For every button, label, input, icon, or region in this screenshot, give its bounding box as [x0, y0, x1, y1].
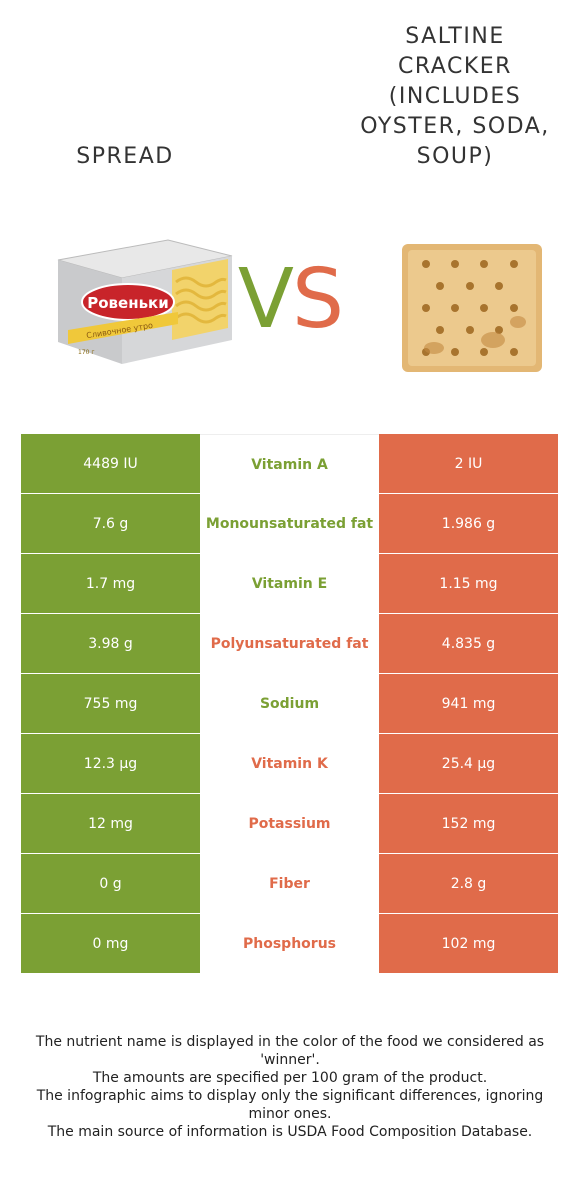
- table-row: 3.98 g Polyunsaturated fat 4.835 g: [21, 614, 558, 674]
- table-row: 12.3 µg Vitamin K 25.4 µg: [21, 734, 558, 794]
- right-value: 4.835 g: [379, 614, 558, 673]
- food-title-left: SPREAD: [76, 144, 174, 169]
- left-value: 0 mg: [21, 914, 200, 973]
- table-row: 1.7 mg Vitamin E 1.15 mg: [21, 554, 558, 614]
- left-value: 3.98 g: [21, 614, 200, 673]
- nutrient-name: Fiber: [200, 854, 379, 913]
- nutrient-name: Vitamin K: [200, 734, 379, 793]
- nutrient-name: Vitamin E: [200, 554, 379, 613]
- nutrient-name: Vitamin A: [200, 434, 379, 494]
- footer-note: The infographic aims to display only the…: [36, 1088, 544, 1122]
- table-row: 0 mg Phosphorus 102 mg: [21, 914, 558, 974]
- table-row: 755 mg Sodium 941 mg: [21, 674, 558, 734]
- nutrient-name: Sodium: [200, 674, 379, 733]
- food-title-right: SALTINE CRACKER (INCLUDES OYSTER, SODA, …: [360, 24, 550, 169]
- right-value: 941 mg: [379, 674, 558, 733]
- footer-note: The amounts are specified per 100 gram o…: [92, 1070, 488, 1086]
- nutrient-name: Monounsaturated fat: [200, 494, 379, 553]
- right-value: 152 mg: [379, 794, 558, 853]
- table-row: 7.6 g Monounsaturated fat 1.986 g: [21, 494, 558, 554]
- footer-note: The main source of information is USDA F…: [47, 1124, 533, 1140]
- left-value: 7.6 g: [21, 494, 200, 553]
- right-value: 2.8 g: [379, 854, 558, 913]
- table-row: 0 g Fiber 2.8 g: [21, 854, 558, 914]
- nutrient-name: Potassium: [200, 794, 379, 853]
- footer-notes: The nutrient name is displayed in the co…: [20, 1033, 560, 1141]
- left-value: 12.3 µg: [21, 734, 200, 793]
- saltine-cracker-image: [398, 240, 548, 375]
- right-value: 2 IU: [379, 434, 558, 493]
- right-value: 102 mg: [379, 914, 558, 973]
- package-weight-text: 170 г: [78, 349, 95, 356]
- right-value: 25.4 µg: [379, 734, 558, 793]
- footer-note: The nutrient name is displayed in the co…: [35, 1034, 545, 1068]
- table-row: 12 mg Potassium 152 mg: [21, 794, 558, 854]
- left-value: 0 g: [21, 854, 200, 913]
- left-value: 12 mg: [21, 794, 200, 853]
- nutrient-name: Phosphorus: [200, 914, 379, 973]
- right-value: 1.986 g: [379, 494, 558, 553]
- left-value: 1.7 mg: [21, 554, 200, 613]
- spread-package-image: Ровеньки Сливочное утро 170 г: [50, 232, 240, 372]
- package-brand-text: Ровеньки: [87, 294, 169, 312]
- left-value: 755 mg: [21, 674, 200, 733]
- left-value: 4489 IU: [21, 434, 200, 493]
- right-value: 1.15 mg: [379, 554, 558, 613]
- vs-label: VS: [237, 252, 344, 347]
- nutrient-name: Polyunsaturated fat: [200, 614, 379, 673]
